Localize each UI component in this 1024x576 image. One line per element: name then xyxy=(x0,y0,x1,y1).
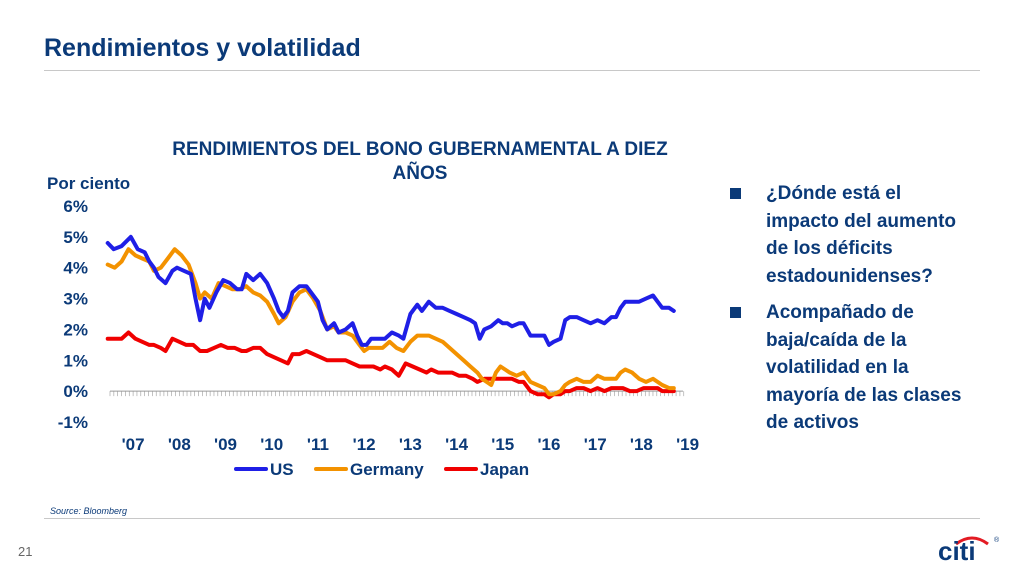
x-tick-label: '12 xyxy=(353,435,376,454)
series-lines xyxy=(105,234,676,400)
x-tick-label: '07 xyxy=(122,435,145,454)
x-tick-label: '09 xyxy=(214,435,237,454)
slide-title: Rendimientos y volatilidad xyxy=(44,34,361,62)
x-tick-label: '08 xyxy=(168,435,191,454)
legend-label: Germany xyxy=(350,460,424,479)
y-axis-tick-labels: -1% 0% 1% 2% 3% 4% 5% 6% xyxy=(58,197,88,432)
x-tick-label: '16 xyxy=(538,435,561,454)
source-note: Source: Bloomberg xyxy=(50,506,128,516)
x-tick-label: '14 xyxy=(445,435,468,454)
x-tick-label: '15 xyxy=(491,435,514,454)
logo-arc-icon xyxy=(955,536,989,546)
series-line-japan xyxy=(105,330,676,400)
y-tick-label: -1% xyxy=(58,413,88,432)
x-tick-label: '10 xyxy=(260,435,283,454)
square-bullet-icon xyxy=(730,307,741,318)
chart-legend: US Germany Japan xyxy=(234,460,529,479)
x-axis xyxy=(109,390,685,397)
bullet-item: ¿Dónde está el impacto del aumento de lo… xyxy=(728,180,978,290)
series-line-us xyxy=(105,234,676,347)
x-axis-tick-labels: '07 '08 '09 '10 '11 '12 '13 '14 '15 '16 '17 '18 '19 xyxy=(122,435,699,454)
y-tick-label: 2% xyxy=(63,320,88,339)
x-tick-label: '18 xyxy=(630,435,653,454)
y-axis-unit-label: Por ciento xyxy=(47,174,131,193)
y-tick-label: 4% xyxy=(63,259,88,278)
yield-line-chart: -1%0%1%2%3%4%5%6% '07'08'09'10'11'12'13 '… xyxy=(58,197,699,479)
x-tick-label: '11 xyxy=(307,435,329,454)
bullet-item: Acompañado de baja/caída de la volatilid… xyxy=(728,299,978,437)
legend-label: US xyxy=(270,460,294,479)
title-divider xyxy=(44,70,980,71)
page-number: 21 xyxy=(18,544,33,559)
bullet-text: Acompañado de baja/caída de la volatilid… xyxy=(766,302,962,433)
x-tick-label: '13 xyxy=(399,435,422,454)
registered-mark-icon: ® xyxy=(994,536,1000,544)
bullet-text: ¿Dónde está el impacto del aumento de lo… xyxy=(766,183,957,287)
legend-label: Japan xyxy=(480,460,529,479)
y-tick-label: 5% xyxy=(63,228,88,247)
y-tick-label: 0% xyxy=(63,382,88,401)
logo-wordmark: citi xyxy=(938,536,976,566)
y-tick-label: 1% xyxy=(63,351,88,370)
y-tick-label: 3% xyxy=(63,290,88,309)
y-tick-label: 6% xyxy=(63,197,88,216)
chart-title: RENDIMIENTOS DEL BONO GUBERNAMENTAL A DI… xyxy=(172,139,668,184)
x-tick-label: '17 xyxy=(584,435,607,454)
footer-divider xyxy=(44,518,980,519)
citi-logo: citi ® xyxy=(938,536,1000,566)
bullet-list: ¿Dónde está el impacto del aumento de lo… xyxy=(728,180,978,446)
x-tick-label: '19 xyxy=(676,435,699,454)
series-line-germany xyxy=(105,247,676,397)
square-bullet-icon xyxy=(730,188,741,199)
